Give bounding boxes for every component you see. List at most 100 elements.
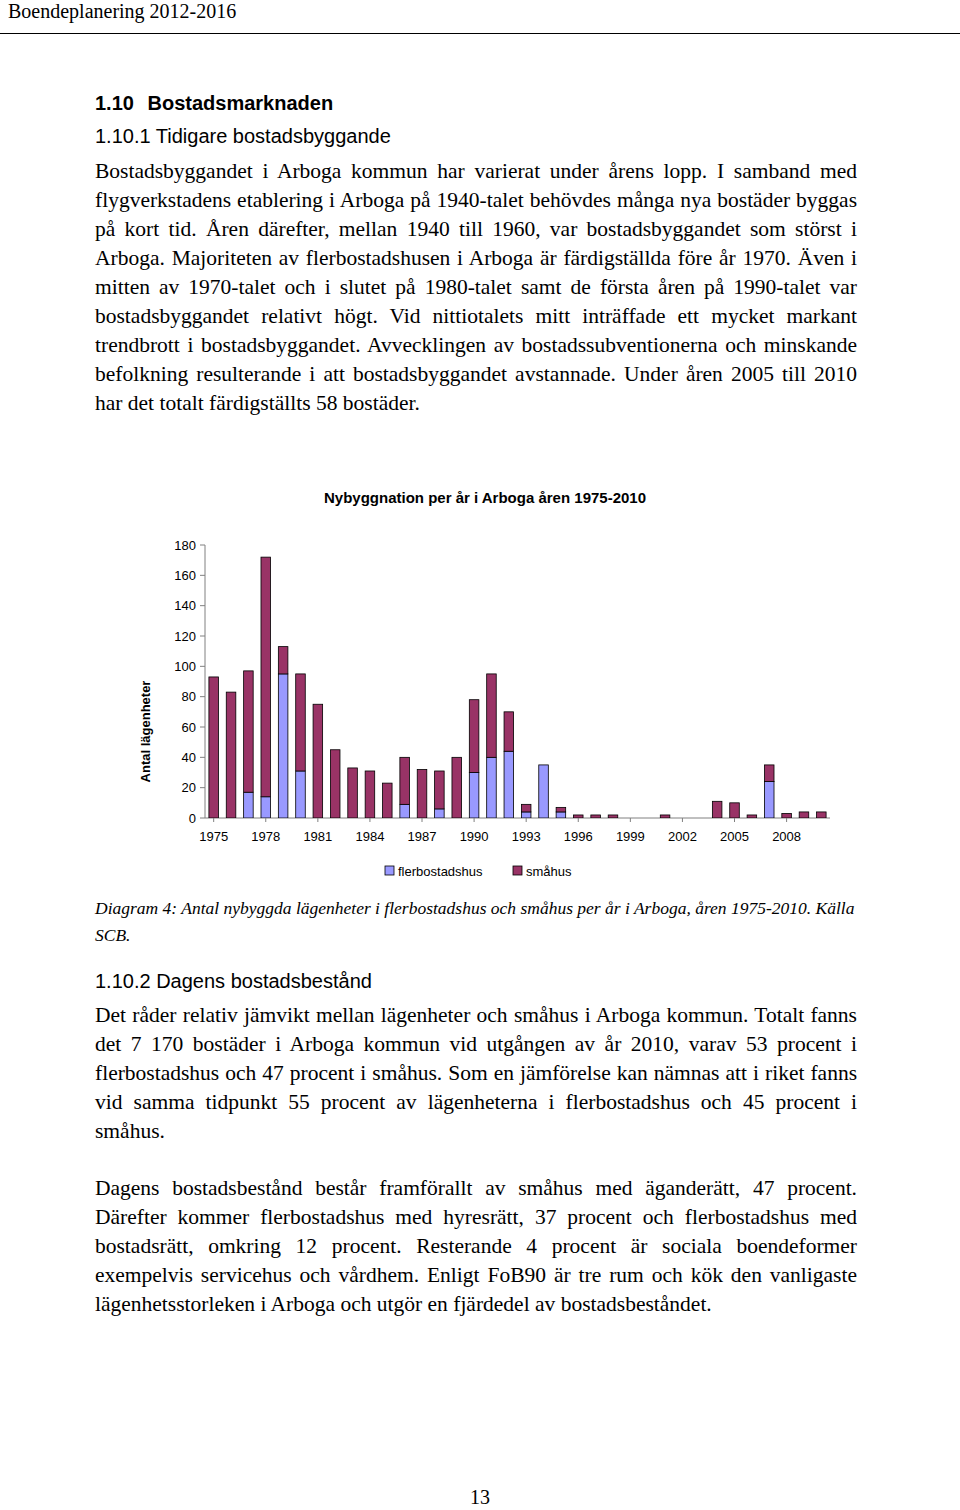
y-tick [200, 636, 205, 637]
bar [469, 700, 479, 773]
y-tick-label: 100 [174, 659, 196, 674]
y-tick-label: 60 [182, 720, 196, 735]
bar [799, 812, 809, 818]
bar [504, 751, 514, 818]
bar [435, 771, 445, 809]
x-tick-label: 1984 [355, 829, 384, 844]
bar [695, 818, 705, 819]
bar [764, 782, 774, 818]
bar [278, 647, 288, 674]
bar [469, 773, 479, 819]
x-tick [422, 818, 423, 822]
x-tick [630, 818, 631, 822]
bar [643, 818, 653, 819]
y-tick-label: 160 [174, 568, 196, 583]
x-tick-label: 1993 [512, 829, 541, 844]
bar [244, 792, 254, 818]
x-tick-label: 2008 [772, 829, 801, 844]
x-tick-label: 2005 [720, 829, 749, 844]
bar [591, 815, 601, 818]
bar [417, 769, 427, 818]
page-number: 13 [0, 1486, 960, 1509]
bar [539, 765, 549, 818]
bar [383, 783, 393, 818]
x-tick-label: 1978 [251, 829, 280, 844]
bar [330, 750, 340, 818]
y-axis-label: Antal lägenheter [138, 681, 153, 783]
y-tick [200, 666, 205, 667]
bar [643, 818, 653, 819]
legend-label: småhus [526, 864, 572, 879]
section-heading: 1.10 Bostadsmarknaden [95, 92, 333, 115]
y-tick-label: 180 [174, 538, 196, 553]
bar [678, 818, 688, 819]
y-tick [200, 575, 205, 576]
bar [782, 813, 792, 818]
bar [313, 704, 323, 818]
bar [244, 671, 254, 792]
bar [521, 812, 531, 818]
paragraph: Bostadsbyggandet i Arboga kommun har var… [95, 157, 857, 418]
x-tick [786, 818, 787, 822]
y-tick [200, 818, 205, 819]
legend-label: flerbostadshus [398, 864, 483, 879]
bar [504, 712, 514, 751]
x-tick [578, 818, 579, 822]
legend-swatch [513, 866, 522, 875]
bar [678, 818, 688, 819]
y-tick-label: 20 [182, 780, 196, 795]
legend-swatch [385, 866, 394, 875]
x-tick [474, 818, 475, 822]
bar [400, 804, 410, 818]
bar [556, 807, 566, 812]
bar [817, 812, 827, 818]
y-tick-label: 120 [174, 629, 196, 644]
bar [452, 757, 462, 818]
x-tick [526, 818, 527, 822]
y-tick [200, 787, 205, 788]
bar [435, 809, 445, 818]
x-tick [317, 818, 318, 822]
paragraph: Dagens bostadsbestånd består framförallt… [95, 1174, 857, 1319]
bar [209, 677, 219, 818]
y-tick-label: 0 [189, 811, 196, 826]
bar [296, 771, 306, 818]
x-tick-label: 1981 [303, 829, 332, 844]
bar [278, 674, 288, 818]
paragraph: Det råder relativ jämvikt mellan lägenhe… [95, 1001, 857, 1146]
y-tick [200, 605, 205, 606]
bar [521, 804, 531, 812]
bar [539, 764, 549, 765]
bar [348, 768, 358, 818]
bar [400, 757, 410, 804]
y-tick [200, 545, 205, 546]
x-tick-label: 1996 [564, 829, 593, 844]
x-tick [734, 818, 735, 822]
bar [626, 818, 636, 819]
bar [712, 801, 722, 818]
bars [209, 557, 826, 818]
bar [764, 765, 774, 782]
bar [626, 818, 636, 819]
y-tick-label: 40 [182, 750, 196, 765]
chart: Nybyggnation per år i Arboga åren 1975-2… [0, 0, 960, 1510]
x-tick-label: 2002 [668, 829, 697, 844]
x-tick [682, 818, 683, 822]
bar [226, 692, 236, 818]
bar [296, 674, 306, 771]
x-tick [213, 818, 214, 822]
bar [573, 815, 583, 818]
y-tick [200, 696, 205, 697]
bar [261, 797, 271, 818]
bar [660, 815, 670, 818]
bar [695, 818, 705, 819]
y-tick [200, 727, 205, 728]
bar [261, 557, 271, 797]
page-header: Boendeplanering 2012-2016 [8, 0, 236, 23]
x-tick-label: 1987 [408, 829, 437, 844]
bar [747, 815, 757, 818]
subsection-heading: 1.10.1 Tidigare bostadsbyggande [95, 125, 391, 148]
y-axis-line [205, 545, 206, 818]
x-tick-label: 1999 [616, 829, 645, 844]
bar [365, 771, 375, 818]
